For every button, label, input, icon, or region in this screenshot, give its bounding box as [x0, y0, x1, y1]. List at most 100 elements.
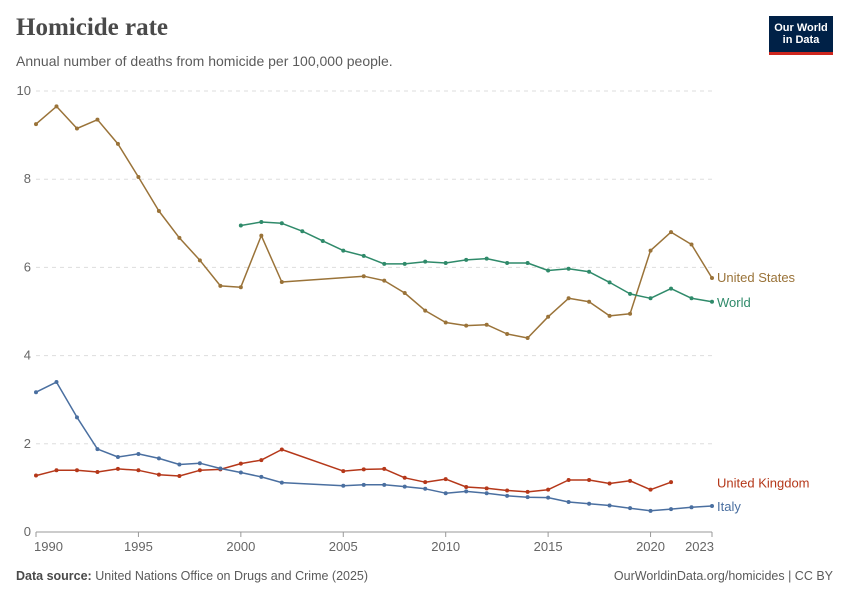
data-point-united-kingdom	[238, 461, 243, 466]
data-point-united-states	[54, 104, 59, 109]
data-point-united-kingdom	[156, 472, 161, 477]
data-point-united-states	[156, 208, 161, 213]
series-label-united-kingdom: United Kingdom	[717, 475, 810, 490]
data-point-world	[669, 286, 674, 291]
data-point-united-kingdom	[423, 480, 428, 485]
data-point-italy	[34, 390, 38, 395]
data-point-united-states	[238, 285, 243, 290]
logo-line-2: in Data	[782, 34, 820, 46]
data-point-united-states	[74, 126, 79, 131]
data-point-united-kingdom	[197, 468, 202, 473]
x-tick-label: 1995	[124, 539, 153, 554]
data-point-world	[525, 260, 530, 265]
data-point-italy	[136, 451, 141, 456]
data-point-italy	[197, 461, 202, 466]
data-point-world	[587, 269, 592, 274]
data-point-united-kingdom	[382, 466, 387, 471]
y-tick-label: 2	[24, 436, 31, 451]
data-point-united-states	[279, 279, 284, 284]
data-point-united-kingdom	[505, 488, 510, 493]
data-point-italy	[505, 493, 510, 498]
data-point-united-states	[710, 275, 714, 280]
line-chart: 0 2 4 6 8 10 1990 1995 2000 2005 2010 2015 2020 2023…	[17, 83, 810, 554]
data-point-italy	[566, 500, 571, 505]
data-point-italy	[402, 484, 407, 489]
data-point-united-kingdom	[136, 468, 141, 473]
data-point-united-kingdom	[464, 485, 469, 490]
data-point-united-kingdom	[669, 480, 674, 485]
data-point-italy	[177, 462, 182, 467]
data-point-world	[402, 261, 407, 266]
data-point-italy	[361, 482, 366, 487]
data-point-italy	[115, 455, 120, 460]
data-point-italy	[484, 491, 489, 496]
data-point-united-kingdom	[628, 478, 633, 483]
data-point-united-kingdom	[648, 487, 653, 492]
data-point-united-kingdom	[34, 473, 38, 478]
data-point-italy	[546, 495, 551, 500]
data-point-italy	[382, 482, 387, 487]
chart-subtitle: Annual number of deaths from homicide pe…	[16, 53, 393, 69]
data-point-world	[464, 257, 469, 262]
data-point-united-states	[628, 311, 633, 316]
data-point-united-states	[587, 299, 592, 304]
data-point-united-kingdom	[443, 477, 448, 482]
data-point-italy	[710, 503, 714, 508]
data-point-united-states	[546, 314, 551, 319]
series-labels: United States World United Kingdom Italy	[717, 270, 810, 514]
data-point-italy	[74, 415, 79, 420]
data-point-united-states	[689, 242, 694, 247]
owid-logo[interactable]: Our World in Data	[769, 16, 833, 55]
data-point-world	[505, 260, 510, 265]
data-point-united-states	[197, 258, 202, 263]
data-point-united-states	[648, 248, 653, 253]
data-point-italy	[587, 501, 592, 506]
data-point-united-kingdom	[587, 477, 592, 482]
data-point-italy	[218, 466, 223, 471]
data-point-united-kingdom	[607, 481, 612, 486]
data-point-united-kingdom	[279, 447, 284, 452]
data-point-united-states	[525, 335, 530, 340]
x-tick-label: 1990	[34, 539, 63, 554]
data-point-italy	[464, 489, 469, 494]
data-point-united-states	[177, 235, 182, 240]
data-point-united-states	[382, 278, 387, 283]
data-point-united-kingdom	[341, 469, 346, 474]
y-tick-label: 10	[17, 83, 31, 98]
data-point-united-states	[505, 331, 510, 336]
y-tick-label: 0	[24, 524, 31, 539]
data-point-united-states	[566, 296, 571, 301]
series-label-italy: Italy	[717, 499, 741, 514]
data-point-world	[648, 296, 653, 301]
data-point-italy	[689, 505, 694, 510]
data-point-united-states	[607, 313, 612, 318]
data-point-world	[361, 253, 366, 258]
x-tick-label: 2005	[329, 539, 358, 554]
data-point-united-states	[34, 122, 38, 127]
data-point-world	[607, 280, 612, 285]
data-point-italy	[238, 470, 243, 475]
series-line-united-kingdom	[35, 448, 672, 493]
x-tick-label: 2015	[534, 539, 563, 554]
series-line-italy	[35, 381, 713, 512]
data-point-italy	[443, 491, 448, 496]
data-source-text[interactable]: United Nations Office on Drugs and Crime…	[95, 569, 369, 583]
series-label-united-states: United States	[717, 270, 796, 285]
data-point-united-kingdom	[546, 487, 551, 492]
data-point-italy	[607, 503, 612, 508]
data-point-united-states	[95, 117, 100, 122]
data-point-world	[382, 261, 387, 266]
y-axis-ticks: 0 2 4 6 8 10	[17, 83, 31, 539]
data-point-united-states	[464, 323, 469, 328]
data-point-united-states	[402, 290, 407, 295]
y-tick-label: 4	[24, 348, 31, 363]
data-point-united-kingdom	[361, 467, 366, 472]
data-point-united-kingdom	[74, 468, 79, 473]
data-point-united-states	[443, 320, 448, 325]
series-label-world: World	[717, 295, 751, 310]
footer-link[interactable]: OurWorldinData.org/homicides | CC BY	[613, 569, 833, 583]
data-point-italy	[259, 474, 264, 479]
data-point-united-kingdom	[566, 477, 571, 482]
data-point-united-kingdom	[402, 475, 407, 480]
data-source: Data source: United Nations Office on Dr…	[16, 569, 368, 583]
